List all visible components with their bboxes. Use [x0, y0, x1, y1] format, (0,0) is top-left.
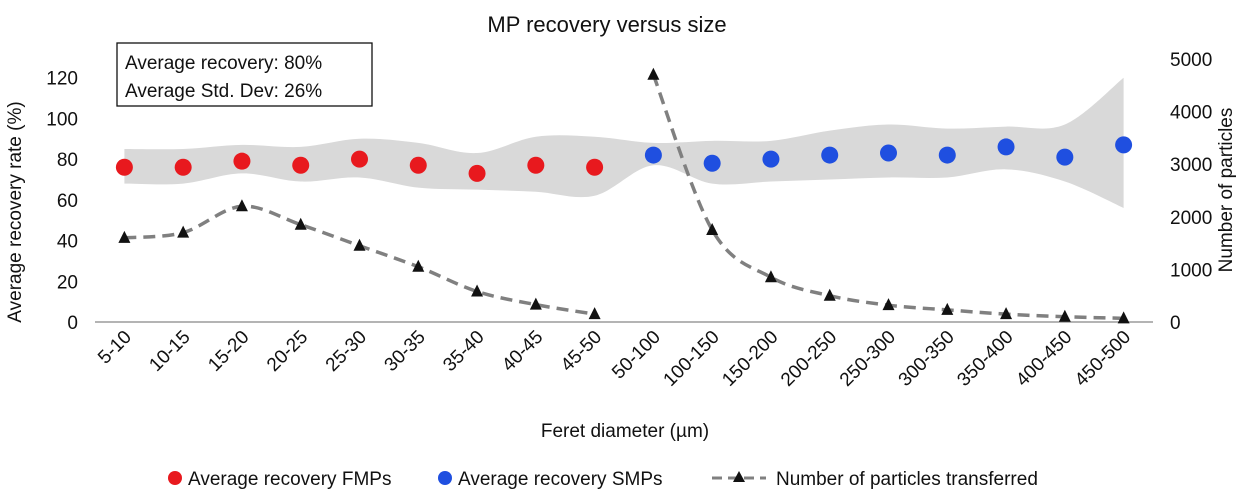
legend-label-smps: Average recovery SMPs	[458, 469, 663, 490]
legend: Average recovery FMPs Average recovery S…	[168, 469, 1038, 490]
legend-label-fmps: Average recovery FMPs	[188, 469, 391, 490]
x-tick-label: 200-250	[777, 327, 841, 391]
smp-recovery-point	[880, 144, 897, 162]
fmp-recovery-point	[409, 156, 427, 174]
y-left-tick-label: 20	[57, 272, 78, 293]
y-right-tick-label: 0	[1170, 313, 1181, 334]
particles-point	[647, 67, 660, 80]
legend-item-fmps: Average recovery FMPs	[168, 469, 391, 490]
particles-series-line	[651, 74, 1124, 321]
x-tick-label: 300-350	[895, 327, 959, 391]
particles-point	[353, 238, 366, 251]
particles-point	[1117, 311, 1130, 324]
legend-marker-fmps	[168, 471, 182, 485]
annotation-box: Average recovery: 80% Average Std. Dev: …	[116, 42, 373, 107]
particles-point	[1000, 307, 1013, 320]
particles-point	[471, 284, 484, 297]
particles-point	[294, 217, 307, 230]
x-tick-label: 40-45	[498, 327, 547, 376]
x-tick-label: 30-35	[381, 327, 430, 376]
x-tick-label: 350-400	[953, 327, 1017, 391]
y-right-tick-label: 3000	[1170, 155, 1212, 176]
annotation-average-std-dev: Average Std. Dev: 26%	[125, 81, 322, 102]
x-tick-label: 450-500	[1071, 327, 1135, 391]
y-axis-left-label: Average recovery rate (%)	[5, 101, 26, 322]
particles-point	[764, 270, 777, 283]
fmp-recovery-point	[115, 158, 133, 176]
x-tick-label: 100-150	[660, 327, 724, 391]
x-tick-label: 45-50	[557, 327, 606, 376]
y-left-tick-label: 120	[46, 69, 78, 90]
particles-point	[588, 307, 601, 320]
particles-line-layer	[124, 74, 1124, 321]
legend-marker-smps	[438, 471, 452, 485]
y-axis-right-label: Number of particles	[1216, 108, 1237, 273]
particles-series-line	[124, 204, 595, 316]
smp-recovery-point	[821, 146, 839, 164]
smp-recovery-point	[997, 138, 1015, 156]
std-dev-band	[124, 77, 1124, 208]
x-tick-label: 50-100	[608, 327, 665, 384]
annotation-average-recovery: Average recovery: 80%	[125, 53, 322, 74]
particles-point	[118, 230, 131, 243]
x-tick-label: 400-450	[1012, 327, 1076, 391]
y-left-tick-label: 60	[57, 191, 78, 212]
x-tick-label: 250-300	[836, 327, 900, 391]
std-dev-band-area	[124, 77, 1124, 208]
particles-point	[1058, 309, 1071, 322]
particles-point	[706, 222, 719, 235]
particles-point	[823, 288, 836, 301]
x-axis-label: Feret diameter (µm)	[541, 421, 709, 442]
fmp-recovery-point	[351, 150, 368, 168]
legend-item-smps: Average recovery SMPs	[438, 469, 663, 490]
fmp-recovery-point	[174, 158, 192, 176]
chart-title: MP recovery versus size	[487, 12, 726, 37]
x-tick-label: 5-10	[94, 327, 136, 369]
smp-recovery-point	[762, 150, 780, 168]
y-right-tick-label: 5000	[1170, 50, 1212, 71]
points-layer	[115, 67, 1133, 324]
x-tick-label: 150-200	[718, 327, 782, 391]
fmp-recovery-point	[586, 158, 604, 176]
y-left-tick-label: 0	[67, 313, 78, 334]
x-tick-label: 25-30	[322, 327, 371, 376]
fmp-recovery-point	[468, 164, 486, 182]
x-tick-label: 10-15	[145, 327, 194, 376]
smp-recovery-point	[703, 154, 721, 172]
smp-recovery-point	[1056, 148, 1074, 166]
smp-recovery-point	[938, 146, 956, 164]
y-right-tick-label: 1000	[1170, 260, 1212, 281]
y-left-tick-label: 40	[57, 232, 78, 253]
legend-label-particles: Number of particles transferred	[776, 469, 1038, 490]
y-right-tick-label: 2000	[1170, 208, 1212, 229]
smp-recovery-point	[1115, 136, 1133, 154]
y-left-tick-label: 100	[46, 109, 78, 130]
particles-point	[882, 298, 895, 311]
smp-recovery-point	[644, 146, 662, 164]
x-tick-label: 20-25	[263, 327, 312, 376]
fmp-recovery-point	[292, 156, 310, 174]
fmp-recovery-point	[233, 152, 251, 170]
particles-point	[235, 199, 248, 212]
x-tick-label: 15-20	[204, 327, 253, 376]
y-right-tick-label: 4000	[1170, 103, 1212, 124]
particles-point	[529, 297, 542, 310]
y-left-tick-label: 80	[57, 150, 78, 171]
particles-point	[177, 225, 190, 238]
legend-item-particles: Number of particles transferred	[712, 469, 1038, 490]
x-tick-label: 35-40	[439, 327, 488, 376]
legend-marker-particles	[733, 471, 745, 482]
particles-point	[412, 259, 425, 272]
fmp-recovery-point	[527, 156, 545, 174]
particles-point	[941, 302, 954, 315]
